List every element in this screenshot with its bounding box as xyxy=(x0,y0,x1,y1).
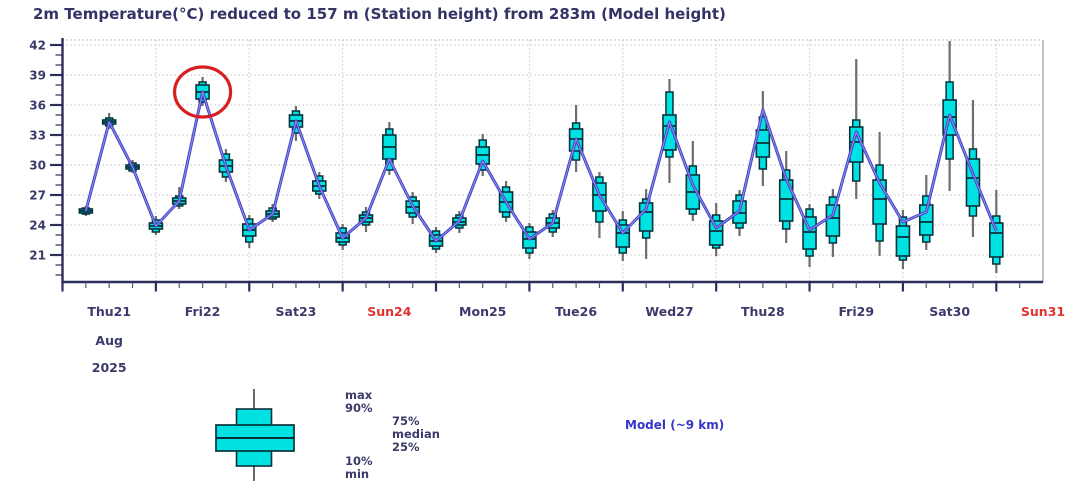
ensemble-box-hour-120 xyxy=(522,223,537,259)
ensemble-box-hour-84 xyxy=(382,122,397,175)
day-label: Wed27 xyxy=(645,304,693,319)
y-tick-label: 42 xyxy=(29,39,46,53)
day-label: Fri29 xyxy=(838,304,874,319)
y-tick-label: 30 xyxy=(29,159,46,173)
y-tick-label: 36 xyxy=(29,99,46,113)
y-axis: 21 24 27 30 33 36 39 42 xyxy=(29,39,63,276)
day-label: Sat30 xyxy=(929,304,970,319)
legend-p90-label: 90% xyxy=(345,401,373,415)
model-line-series xyxy=(84,90,998,243)
legend-median-label: median xyxy=(392,427,440,441)
y-tick-label: 27 xyxy=(29,189,46,203)
day-label: Sun24 xyxy=(367,304,411,319)
month-label: Aug xyxy=(95,333,123,348)
legend-max-label: max xyxy=(345,388,373,402)
legend-p25-label: 25% xyxy=(392,440,420,454)
day-label: Tue26 xyxy=(555,304,597,319)
day-label: Sat23 xyxy=(276,304,317,319)
y-tick-label: 33 xyxy=(29,129,46,143)
y-tick-label: 21 xyxy=(29,249,46,263)
x-axis: Thu21 Fri22 Sat23 Sun24 Mon25 Tue26 Wed27 Thu28… xyxy=(61,282,1065,375)
chart-title: 2m Temperature(°C) reduced to 157 m (Sta… xyxy=(33,5,726,23)
legend-model-label: Model (~9 km) xyxy=(625,418,724,432)
day-label: Thu21 xyxy=(87,304,131,319)
plot-frame xyxy=(62,39,1044,282)
highlight-ellipse xyxy=(172,65,233,119)
ensemble-box-hour-234 xyxy=(965,100,981,237)
box-p25-p75 xyxy=(989,222,1004,258)
day-label: Fri22 xyxy=(185,304,221,319)
ensemble-box-hour-144 xyxy=(615,211,631,261)
day-label: Sun31 xyxy=(1021,304,1065,319)
box-p25-p75 xyxy=(965,158,981,207)
day-label: Thu28 xyxy=(741,304,785,319)
ensemble-box-hour-204 xyxy=(848,59,864,199)
ensemble-box-hour-240 xyxy=(989,190,1004,273)
legend-p75-label: 75% xyxy=(392,414,420,428)
year-label: 2025 xyxy=(92,360,127,375)
ensemble-box-hour-150 xyxy=(638,189,654,259)
legend-p10-label: 10% xyxy=(345,454,373,468)
box-p25-p75 xyxy=(662,114,677,151)
ensemble-box-hour-168 xyxy=(708,203,724,256)
y-tick-label: 24 xyxy=(29,219,46,233)
ensemble-box-hour-186 xyxy=(778,151,794,243)
legend-min-label: min xyxy=(345,467,369,481)
day-label: Mon25 xyxy=(459,304,506,319)
ensemble-box-hour-108 xyxy=(475,134,491,176)
box-p25-p75 xyxy=(872,179,887,225)
ensemble-box-hour-192 xyxy=(802,204,817,267)
y-tick-label: 39 xyxy=(29,69,46,83)
ensemble-box-series xyxy=(78,41,1004,273)
box-p25-p75 xyxy=(895,225,911,257)
ensemble-box-hour-210 xyxy=(872,132,887,256)
model-line-core xyxy=(85,91,997,242)
ensemble-box-hour-222 xyxy=(918,175,934,250)
